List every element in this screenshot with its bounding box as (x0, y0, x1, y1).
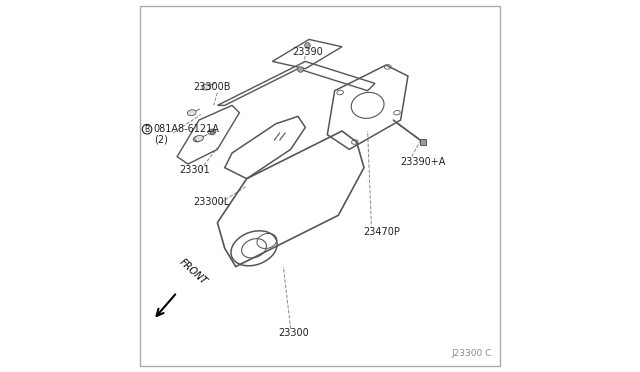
Ellipse shape (188, 110, 196, 116)
Text: J23300 C: J23300 C (452, 349, 492, 358)
Text: FRONT: FRONT (178, 257, 209, 287)
Text: 23390+A: 23390+A (400, 157, 445, 167)
Text: 23300L: 23300L (193, 198, 230, 208)
Text: 23300: 23300 (278, 328, 308, 337)
Text: 23470P: 23470P (364, 227, 400, 237)
FancyBboxPatch shape (140, 6, 500, 366)
Text: 23301: 23301 (179, 164, 210, 174)
Ellipse shape (202, 84, 211, 90)
Text: 23300B: 23300B (193, 82, 231, 92)
Text: (2): (2) (154, 134, 168, 144)
Text: 081A8-6121A: 081A8-6121A (154, 124, 220, 134)
Text: B: B (145, 125, 150, 134)
Text: 23390: 23390 (292, 47, 323, 57)
Ellipse shape (195, 135, 204, 141)
